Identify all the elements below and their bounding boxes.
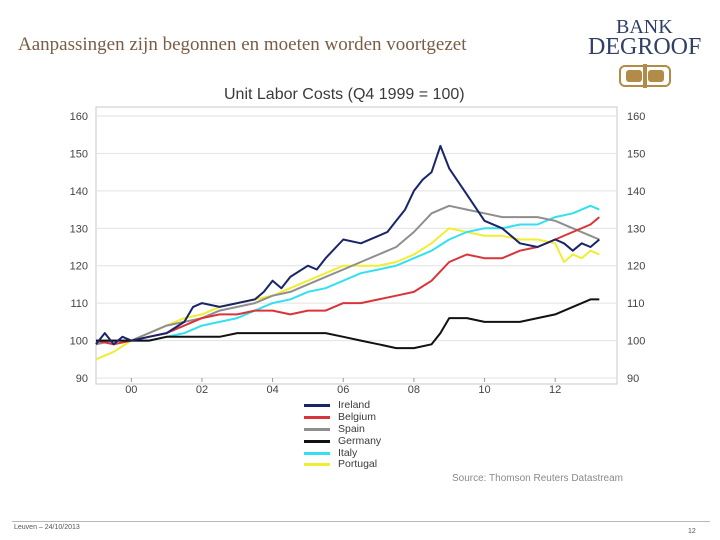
legend-item-spain: Spain bbox=[304, 422, 381, 436]
y-tick-right-150: 150 bbox=[627, 148, 645, 160]
y-tick-left-140: 140 bbox=[70, 186, 88, 198]
logo-bank-text: BANK bbox=[616, 16, 673, 38]
legend-label-spain: Spain bbox=[338, 422, 365, 435]
legend-label-italy: Italy bbox=[338, 446, 358, 459]
legend-label-germany: Germany bbox=[338, 434, 382, 447]
x-tick-00: 00 bbox=[125, 384, 137, 396]
series-line-italy bbox=[96, 204, 600, 342]
chart-title: Unit Labor Costs (Q4 1999 = 100) bbox=[224, 86, 465, 103]
y-tick-left-90: 90 bbox=[76, 373, 88, 385]
y-tick-left-130: 130 bbox=[70, 223, 88, 235]
footer-divider bbox=[12, 521, 710, 522]
legend-swatch-portugal bbox=[304, 463, 330, 467]
legend: Ireland Belgium Spain Germany Italy Port… bbox=[304, 400, 381, 471]
y-tick-right-140: 140 bbox=[627, 186, 645, 198]
x-tick-12: 12 bbox=[549, 384, 561, 396]
y-axis-right-labels: 90 100 110 120 130 140 150 160 bbox=[627, 111, 645, 385]
y-tick-right-110: 110 bbox=[627, 298, 645, 310]
x-tick-08: 08 bbox=[408, 384, 420, 396]
logo-name-text: DEGROOF bbox=[588, 34, 702, 60]
chart-source: Source: Thomson Reuters Datastream bbox=[452, 473, 624, 484]
y-tick-right-160: 160 bbox=[627, 111, 645, 123]
y-tick-right-130: 130 bbox=[627, 223, 645, 235]
legend-swatch-belgium bbox=[304, 416, 330, 420]
x-tick-04: 04 bbox=[266, 384, 278, 396]
legend-item-belgium: Belgium bbox=[304, 412, 381, 424]
legend-item-ireland: Ireland bbox=[304, 400, 381, 412]
page-number: 12 bbox=[688, 528, 696, 535]
series-line-germany bbox=[96, 298, 600, 350]
slide-title: Aanpassingen zijn begonnen en moeten wor… bbox=[18, 34, 467, 55]
series-line-spain bbox=[95, 204, 600, 346]
x-tick-06: 06 bbox=[337, 384, 349, 396]
legend-swatch-ireland bbox=[304, 404, 330, 408]
y-tick-left-100: 100 bbox=[70, 336, 88, 348]
logo-mark-icon bbox=[619, 64, 671, 88]
y-axis-left-labels: 90 100 110 120 130 140 150 160 bbox=[70, 111, 88, 385]
unit-labor-costs-chart: 90 100 110 120 130 140 150 160 90 100 110 120 130 14… bbox=[70, 106, 645, 396]
series-line-ireland bbox=[95, 144, 600, 346]
legend-label-portugal: Portugal bbox=[338, 458, 378, 471]
legend-swatch-italy bbox=[304, 451, 330, 455]
footer-location-date: Leuven – 24/10/2013 bbox=[14, 524, 80, 531]
y-tick-right-100: 100 bbox=[627, 336, 645, 348]
x-axis-labels: 00 02 04 06 08 10 12 bbox=[125, 384, 561, 396]
y-tick-right-90: 90 bbox=[627, 373, 639, 385]
series-line-belgium bbox=[95, 216, 600, 346]
y-tick-left-110: 110 bbox=[70, 298, 88, 310]
y-tick-left-160: 160 bbox=[70, 111, 88, 123]
x-tick-10: 10 bbox=[478, 384, 490, 396]
y-tick-left-150: 150 bbox=[70, 148, 88, 160]
legend-label-ireland: Ireland bbox=[338, 399, 371, 412]
legend-swatch-germany bbox=[304, 439, 330, 443]
y-tick-right-120: 120 bbox=[627, 261, 645, 273]
legend-item-germany: Germany bbox=[304, 435, 381, 447]
legend-item-portugal: Portugal bbox=[304, 459, 381, 471]
bank-degroof-logo: BANK DEGROOF bbox=[588, 14, 716, 94]
x-tick-02: 02 bbox=[196, 384, 208, 396]
legend-item-italy: Italy bbox=[304, 447, 381, 459]
y-tick-left-120: 120 bbox=[70, 261, 88, 273]
series-lines bbox=[95, 144, 600, 361]
legend-label-belgium: Belgium bbox=[338, 411, 376, 424]
legend-swatch-spain bbox=[304, 427, 330, 431]
